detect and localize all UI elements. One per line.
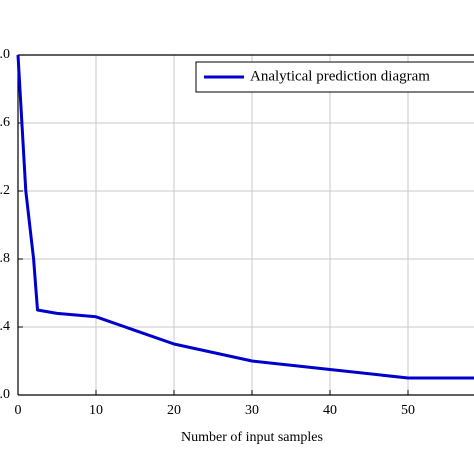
y-tick-label: 0.0 xyxy=(0,387,10,402)
y-tick-label: 1.6 xyxy=(0,115,10,130)
legend-label: Analytical prediction diagram xyxy=(250,68,430,84)
y-tick-label: 0.4 xyxy=(0,319,10,334)
x-tick-label: 0 xyxy=(15,403,22,418)
x-tick-label: 40 xyxy=(323,403,337,418)
x-axis-label: Number of input samples xyxy=(181,430,323,445)
data-line xyxy=(16,54,474,380)
x-tick-label: 20 xyxy=(167,403,181,418)
x-tick-label: 10 xyxy=(89,403,103,418)
y-tick-label: 0.8 xyxy=(0,251,10,266)
y-tick-label: 2.0 xyxy=(0,47,10,62)
x-tick-label: 50 xyxy=(401,403,415,418)
x-tick-label: 30 xyxy=(245,403,259,418)
y-tick-label: 1.2 xyxy=(0,183,10,198)
